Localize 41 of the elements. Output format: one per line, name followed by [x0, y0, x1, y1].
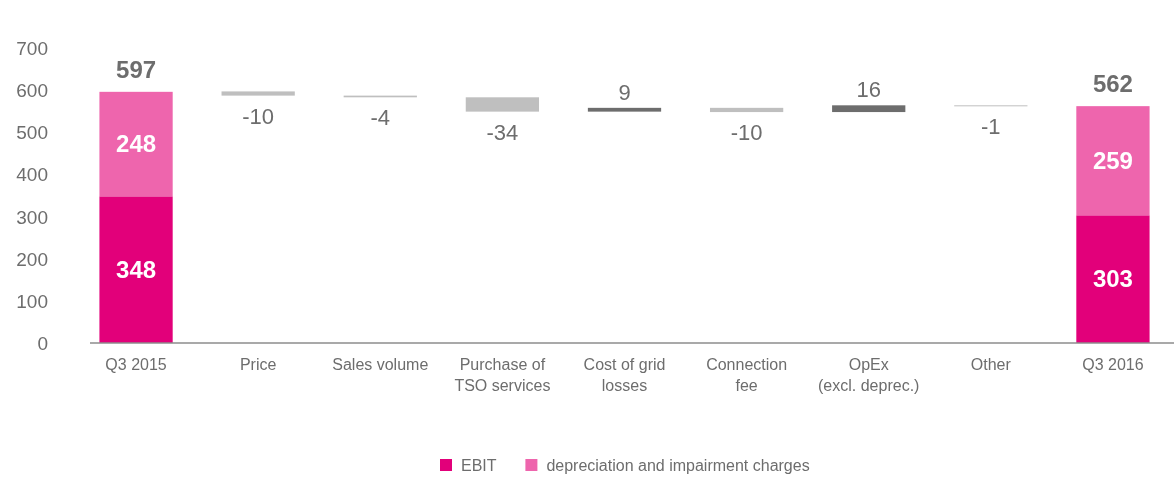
bar [832, 105, 906, 113]
y-tick-label: 500 [16, 122, 48, 144]
data-label: -1 [981, 113, 1001, 139]
y-tick-label: 300 [16, 206, 48, 228]
legend-label: EBIT [461, 457, 497, 474]
data-label: -4 [370, 105, 391, 131]
total-label: 597 [116, 55, 157, 83]
data-label: 348 [116, 255, 157, 283]
data-label: -10 [242, 103, 275, 129]
x-tick-label: Connection fee [706, 356, 788, 394]
data-label: 303 [1092, 265, 1133, 293]
total-label: 562 [1092, 70, 1133, 98]
x-tick-label: Q3 2016 [1082, 356, 1144, 373]
legend-label: depreciation and impairment charges [546, 457, 810, 474]
x-tick-label: Sales volume [332, 356, 429, 373]
bar [99, 196, 173, 343]
x-tick-label: OpEx (excl. deprec.) [818, 356, 920, 394]
y-tick-label: 0 [37, 333, 48, 354]
y-tick-label: 100 [16, 290, 48, 312]
x-tick-label: Cost of grid losses [583, 356, 666, 394]
y-tick-label: 700 [16, 38, 48, 59]
y-tick-label: 200 [16, 248, 48, 270]
bar [465, 97, 540, 112]
data-label: -34 [486, 119, 519, 145]
data-label: 9 [618, 79, 631, 105]
data-label: 16 [856, 77, 881, 103]
bar [221, 91, 295, 96]
bar [1076, 215, 1150, 343]
bar [1076, 106, 1150, 216]
data-label: 248 [116, 130, 157, 158]
x-tick-label: Other [970, 356, 1012, 373]
x-tick-label: Purchase of TSO services [454, 356, 551, 394]
y-tick-label: 400 [16, 164, 48, 186]
data-label: -10 [730, 120, 763, 146]
x-tick-label: Q3 2015 [105, 356, 167, 373]
data-label: 259 [1092, 146, 1133, 174]
bar [709, 107, 784, 113]
y-tick-label: 600 [16, 80, 48, 102]
x-tick-label: Price [239, 356, 277, 373]
bar [99, 91, 173, 197]
bar [587, 107, 662, 112]
